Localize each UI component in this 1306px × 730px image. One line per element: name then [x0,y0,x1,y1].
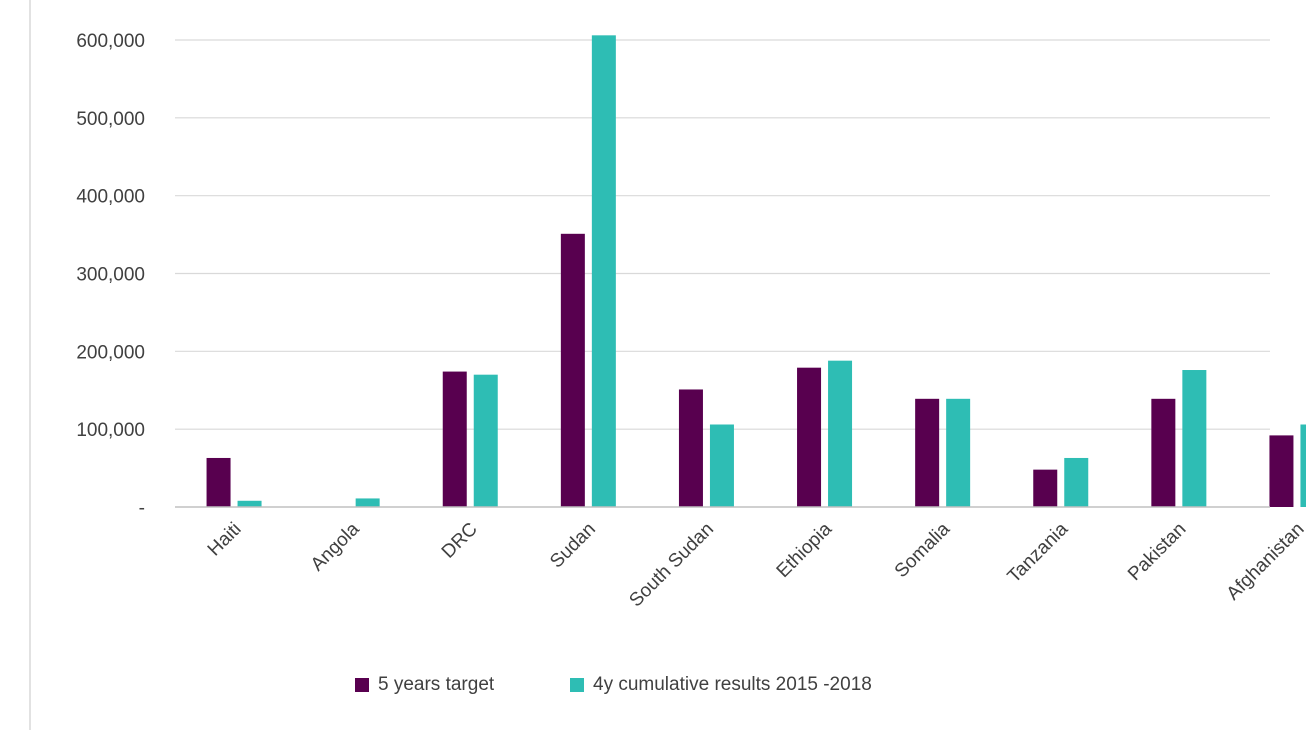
bar-angola-series-2 [355,498,380,507]
bars [206,35,1306,508]
bar-ethiopia-series-1 [797,367,822,507]
bar-haiti-series-2 [237,500,262,507]
legend-swatch [570,678,584,692]
category-label: Angola [307,518,364,575]
y-tick-label: 400,000 [76,187,145,208]
bar-drc-series-1 [442,371,467,507]
category-label: Pakistan [1124,519,1190,585]
category-label: Ethiopia [773,518,837,582]
bar-sudan-series-1 [560,233,585,507]
gridlines [175,39,1270,430]
category-label: Somalia [891,518,955,582]
bar-south-sudan-series-1 [678,389,703,507]
x-axis-category-labels: Haiti Angola DRC Sudan South Sudan Ethiopia So… [204,518,1306,611]
bar-ethiopia-series-2 [828,360,853,507]
bar-somalia-series-1 [915,398,940,507]
legend-swatch [355,678,369,692]
legend-label: 5 years target [378,674,495,695]
category-label: Tanzania [1004,518,1073,587]
bar-sudan-series-2 [591,35,616,508]
category-label: Haiti [204,519,246,561]
legend-label: 4y cumulative results 2015 -2018 [593,674,872,695]
bar-afghanistan-series-1 [1269,435,1294,507]
category-label: South Sudan [625,519,718,612]
bar-tanzania-series-2 [1064,457,1089,507]
y-tick-label: 200,000 [76,342,145,363]
y-tick-label: 300,000 [76,265,145,286]
category-label: Afghanistan [1223,519,1306,605]
bar-drc-series-2 [473,374,498,507]
y-tick-label: 100,000 [76,420,145,441]
category-label: Sudan [546,519,600,573]
bar-afghanistan-series-2 [1300,424,1306,507]
y-tick-label: 600,000 [76,31,145,52]
bar-haiti-series-1 [206,457,231,507]
y-tick-label: 500,000 [76,109,145,130]
bar-pakistan-series-1 [1151,398,1176,507]
bar-pakistan-series-2 [1182,370,1207,507]
bar-somalia-series-2 [946,398,971,507]
bar-south-sudan-series-2 [709,424,734,507]
category-label: DRC [438,519,482,563]
bar-tanzania-series-1 [1033,469,1058,507]
y-axis-ticks: - 100,000 200,000 300,000 400,000 500,000 600,… [76,31,145,519]
legend: 5 years target 4y cumulative results 2015… [355,674,872,695]
y-tick-label: - [139,498,145,519]
